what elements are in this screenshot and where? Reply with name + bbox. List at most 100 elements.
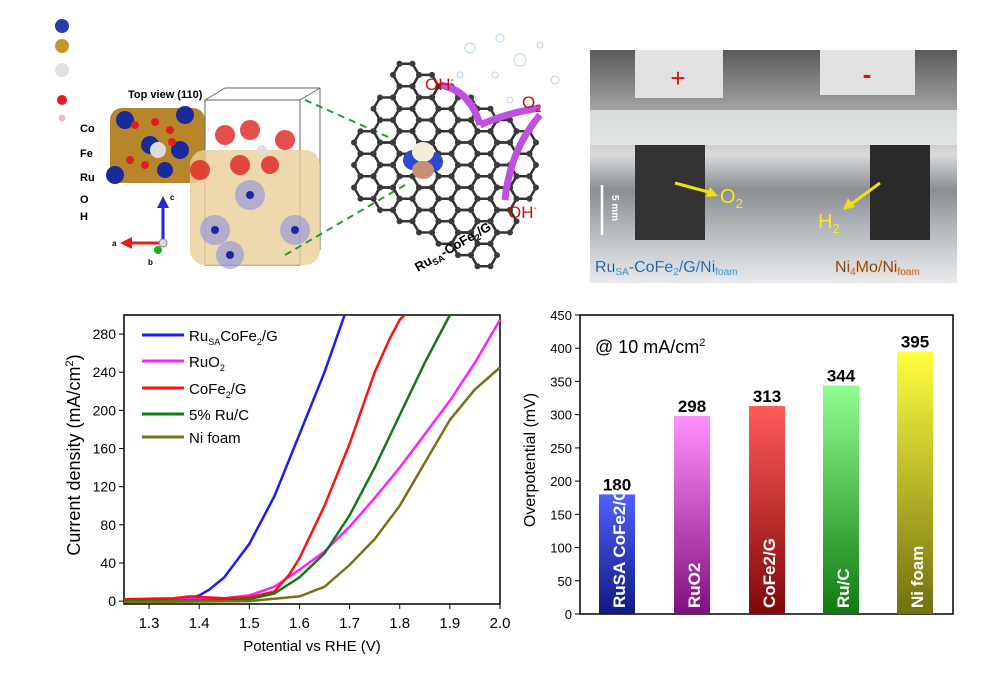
lsv-y-axis-label: Current density (mA/cm2) bbox=[64, 354, 84, 555]
carbon-atom bbox=[429, 94, 435, 101]
top-view-structure bbox=[106, 106, 205, 184]
lsv-x-tick-label: 1.6 bbox=[289, 615, 310, 632]
carbon-atom bbox=[507, 229, 513, 236]
carbon-atom bbox=[429, 184, 435, 191]
oh-label-bottom: OH- bbox=[508, 203, 537, 222]
carbon-atom bbox=[416, 184, 422, 191]
lsv-y-tick-label: 160 bbox=[93, 441, 117, 457]
carbon-atom bbox=[357, 195, 364, 202]
axis-triad: a b c bbox=[112, 193, 175, 267]
carbon-atom bbox=[377, 117, 383, 123]
carbon-atom bbox=[409, 83, 416, 90]
carbon-atom bbox=[487, 105, 494, 112]
carbon-atom bbox=[474, 173, 481, 180]
carbon-atom bbox=[396, 173, 403, 180]
carbon-atom bbox=[494, 184, 500, 191]
carbon-atom bbox=[455, 184, 461, 191]
carbon-atom bbox=[351, 139, 357, 146]
carbon-atom bbox=[494, 139, 500, 146]
atom-legend-o-sphere bbox=[57, 95, 67, 105]
carbon-atom bbox=[357, 150, 364, 157]
lsv-legend-label-4: Ni foam bbox=[189, 430, 241, 447]
carbon-atom bbox=[487, 218, 494, 225]
carbon-atom bbox=[357, 128, 364, 135]
carbon-atom bbox=[370, 195, 377, 202]
carbon-atom bbox=[448, 105, 455, 112]
atom-legend-ru-label: Ru bbox=[80, 172, 95, 184]
carbon-atom bbox=[468, 162, 474, 168]
carbon-atom bbox=[448, 218, 455, 225]
cathode-electrode bbox=[870, 145, 930, 240]
carbon-atom bbox=[435, 240, 442, 247]
lsv-x-tick-label: 1.9 bbox=[439, 615, 460, 632]
carbon-atom bbox=[390, 207, 396, 213]
carbon-atom bbox=[396, 150, 403, 157]
carbon-atom bbox=[468, 229, 474, 236]
carbon-atom bbox=[377, 94, 383, 101]
anode-sign: + bbox=[670, 63, 685, 93]
atom-legend-h-label: H bbox=[80, 211, 88, 223]
bar-y-tick-label: 350 bbox=[550, 374, 572, 389]
carbon-atom bbox=[435, 105, 442, 112]
atom-legend: Co Fe Ru OH bbox=[55, 19, 95, 223]
carbon-atom bbox=[507, 207, 513, 213]
scale-bar-label: 5 mm bbox=[609, 195, 620, 221]
carbon-atom bbox=[435, 195, 442, 202]
carbon-atom bbox=[468, 184, 474, 191]
catalyst-label: RuSA-CoFe2/G bbox=[412, 219, 495, 276]
structure-illustration: Co Fe Ru OH Top view (110) a b c bbox=[55, 19, 560, 276]
carbon-atom bbox=[396, 60, 403, 67]
bar-4 bbox=[897, 351, 933, 614]
carbon-atom bbox=[396, 128, 403, 135]
carbon-atom bbox=[448, 128, 455, 135]
carbon-atom bbox=[409, 218, 416, 225]
carbon-atom bbox=[494, 252, 500, 259]
atom-legend-h-sphere bbox=[58, 114, 66, 122]
carbon-atom bbox=[526, 150, 533, 157]
carbon-atom bbox=[448, 173, 455, 180]
carbon-atom bbox=[494, 207, 500, 213]
carbon-atom bbox=[416, 71, 422, 78]
carbon-atom bbox=[448, 150, 455, 157]
anode-clip bbox=[635, 50, 723, 98]
carbon-atom bbox=[474, 195, 481, 202]
lsv-y-tick-label: 240 bbox=[93, 364, 117, 380]
carbon-atom bbox=[396, 195, 403, 202]
carbon-atom bbox=[377, 139, 383, 146]
carbon-atom bbox=[416, 94, 422, 101]
carbon-atom bbox=[429, 229, 435, 236]
carbon-atom bbox=[351, 162, 357, 168]
bar-value-label-3: 344 bbox=[827, 366, 856, 385]
carbon-atom bbox=[455, 207, 461, 213]
carbon-atom bbox=[390, 71, 396, 78]
carbon-atom bbox=[390, 184, 396, 191]
carbon-atom bbox=[474, 263, 481, 270]
atom-legend-ru-sphere bbox=[55, 63, 69, 77]
carbon-atom bbox=[468, 139, 474, 146]
carbon-atom bbox=[416, 117, 422, 123]
bar-y-tick-label: 450 bbox=[550, 308, 572, 323]
lsv-x-tick-label: 1.3 bbox=[139, 615, 160, 632]
lsv-y-tick-label: 280 bbox=[93, 326, 117, 342]
carbon-atom bbox=[507, 117, 513, 123]
bar-value-label-0: 180 bbox=[603, 475, 631, 494]
unit-cell-structure bbox=[190, 87, 321, 269]
carbon-atom bbox=[377, 207, 383, 213]
carbon-atom bbox=[370, 105, 377, 112]
carbon-atom bbox=[487, 240, 494, 247]
bar-category-label-4: Ni foam bbox=[908, 546, 927, 608]
carbon-atom bbox=[396, 105, 403, 112]
ru-single-atom bbox=[403, 142, 443, 179]
carbon-atom bbox=[448, 195, 455, 202]
bar-y-tick-label: 50 bbox=[558, 574, 572, 589]
axis-b-label: b bbox=[148, 258, 153, 267]
bar-0 bbox=[599, 494, 635, 614]
carbon-atom bbox=[468, 252, 474, 259]
carbon-atom bbox=[416, 229, 422, 236]
anode-electrode bbox=[635, 145, 705, 240]
carbon-atom bbox=[370, 150, 377, 157]
carbon-atom bbox=[468, 207, 474, 213]
carbon-atom bbox=[435, 128, 442, 135]
bar-annotation: @ 10 mA/cm2 bbox=[595, 337, 705, 357]
